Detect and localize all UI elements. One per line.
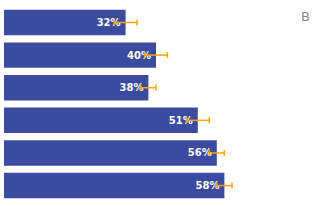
svg-text:58%: 58%: [195, 180, 219, 191]
svg-text:40%: 40%: [127, 49, 151, 61]
svg-text:B: B: [301, 9, 310, 24]
svg-text:56%: 56%: [188, 147, 212, 158]
svg-text:51%: 51%: [168, 114, 193, 126]
svg-text:32%: 32%: [96, 17, 121, 28]
svg-text:38%: 38%: [119, 82, 143, 93]
